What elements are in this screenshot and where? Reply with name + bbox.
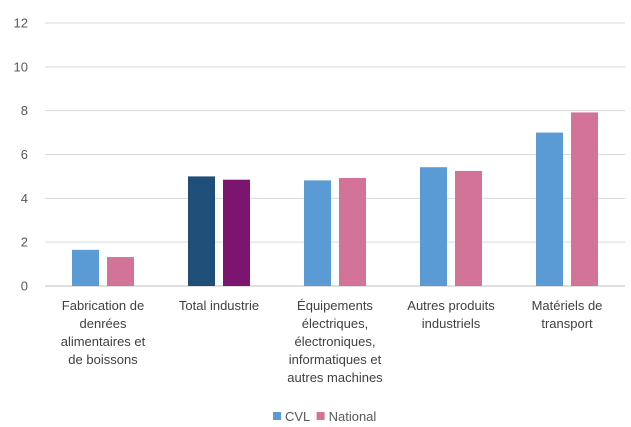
x-category-label-line: transport: [541, 316, 593, 331]
y-tick-label: 12: [14, 16, 28, 31]
y-axis: 0 2 4 6 8 10 12: [14, 16, 28, 294]
x-category-label: Autres produits industriels: [407, 298, 495, 331]
bar-cvl-2: [304, 180, 331, 286]
x-category-label: Fabrication de denrées alimentaires et de b…: [61, 298, 146, 367]
x-category-label-line: industriels: [422, 316, 481, 331]
x-category-label-line: Équipements: [297, 298, 373, 313]
x-category-label-line: autres machines: [287, 370, 383, 385]
bar-national-1: [223, 179, 250, 286]
bar-national-2: [339, 177, 366, 286]
bar-national-0: [107, 257, 134, 286]
legend: CVL National: [273, 409, 376, 424]
x-category-label-line: électriques,: [302, 316, 368, 331]
bar-cvl-4: [536, 132, 563, 286]
x-category-label-line: Autres produits: [407, 298, 495, 313]
bar-cvl-1: [188, 176, 215, 286]
x-category-label-line: informatiques et: [289, 352, 382, 367]
bar-cvl-0: [72, 249, 99, 286]
x-category-label-line: électroniques,: [295, 334, 376, 349]
bars: [72, 112, 598, 286]
x-category-label: Équipements électriques, électroniques, inf…: [287, 298, 383, 385]
x-category-label-line: alimentaires et: [61, 334, 146, 349]
x-category-label-line: denrées: [80, 316, 127, 331]
legend-swatch-cvl: [273, 412, 281, 420]
legend-swatch-national: [316, 412, 325, 420]
x-category-label: Total industrie: [179, 298, 259, 313]
x-axis: Fabrication de denrées alimentaires et de b…: [61, 298, 603, 385]
y-tick-label: 10: [14, 59, 28, 74]
x-category-label-line: Total industrie: [179, 298, 259, 313]
y-tick-label: 4: [21, 191, 28, 206]
bar-cvl-3: [420, 167, 447, 286]
x-category-label-line: Fabrication de: [62, 298, 144, 313]
y-tick-label: 8: [21, 103, 28, 118]
x-category-label: Matériels de transport: [532, 298, 603, 331]
legend-label: National: [329, 409, 377, 424]
y-tick-label: 6: [21, 147, 28, 162]
x-category-label-line: Matériels de: [532, 298, 603, 313]
legend-label: CVL: [285, 409, 310, 424]
x-category-label-line: de boissons: [68, 352, 138, 367]
bar-national-3: [455, 170, 482, 286]
gridlines: [45, 22, 625, 287]
y-tick-label: 0: [21, 279, 28, 294]
bar-national-4: [571, 112, 598, 286]
y-tick-label: 2: [21, 235, 28, 250]
